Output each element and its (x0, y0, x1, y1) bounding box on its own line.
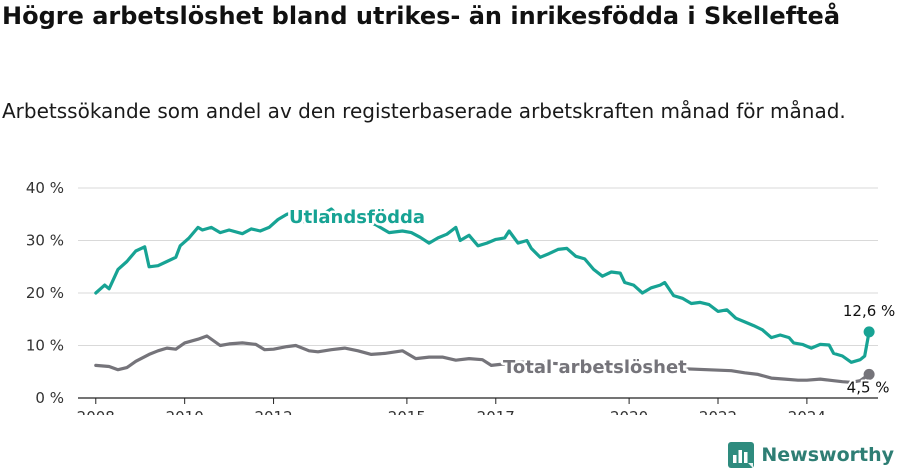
series-label-utlandsfodda-halo: Utlandsfödda (289, 207, 425, 228)
chart-title: Högre arbetslöshet bland utrikes- än inr… (2, 2, 841, 30)
x-tick-label: 2010 (166, 408, 204, 415)
x-tick-label: 2024 (788, 408, 826, 415)
y-tick-label: 40 % (26, 179, 64, 197)
x-tick-label: 2020 (610, 408, 648, 415)
x-tick-label: 2022 (699, 408, 737, 415)
series-lines (94, 207, 875, 384)
x-tick-label: 2017 (477, 408, 515, 415)
x-axis: 2008 2010 2012 2015 2017 2020 2022 2024 (77, 398, 826, 415)
series-label-utlandsfodda: Utlandsfödda (289, 207, 425, 228)
series-label-total: Total arbetslöshet (503, 357, 687, 378)
series-line-total (94, 334, 871, 384)
gridlines (78, 187, 878, 399)
end-label-total-halo: 4,5 % (847, 378, 890, 396)
series-line-utlandsfodda (94, 207, 871, 364)
y-tick-label: 20 % (26, 284, 64, 302)
x-tick-label: 2012 (254, 408, 292, 415)
x-tick-label: 2015 (388, 408, 426, 415)
end-label-total: 4,5 % (847, 378, 890, 396)
chart-subtitle: Arbetssökande som andel av den registerb… (2, 99, 846, 123)
y-tick-label: 30 % (26, 232, 64, 250)
y-tick-label: 10 % (26, 337, 64, 355)
series-end-marker (863, 368, 875, 380)
y-axis-ticks: 0 % 10 % 20 % 30 % 40 % (26, 179, 64, 407)
x-tick-label: 2008 (77, 408, 115, 415)
series-end-marker (863, 326, 875, 338)
series-label-total-halo: Total arbetslöshet (503, 357, 687, 378)
brand-name: Newsworthy (761, 444, 894, 466)
newsworthy-logo: Newsworthy (728, 440, 894, 470)
newsworthy-icon (728, 442, 755, 468)
end-label-utlandsfodda: 12,6 % (843, 302, 895, 320)
y-tick-label: 0 % (35, 389, 64, 407)
line-chart: 0 % 10 % 20 % 30 % 40 % 2008 2010 2012 2015 2017… (26, 179, 896, 415)
